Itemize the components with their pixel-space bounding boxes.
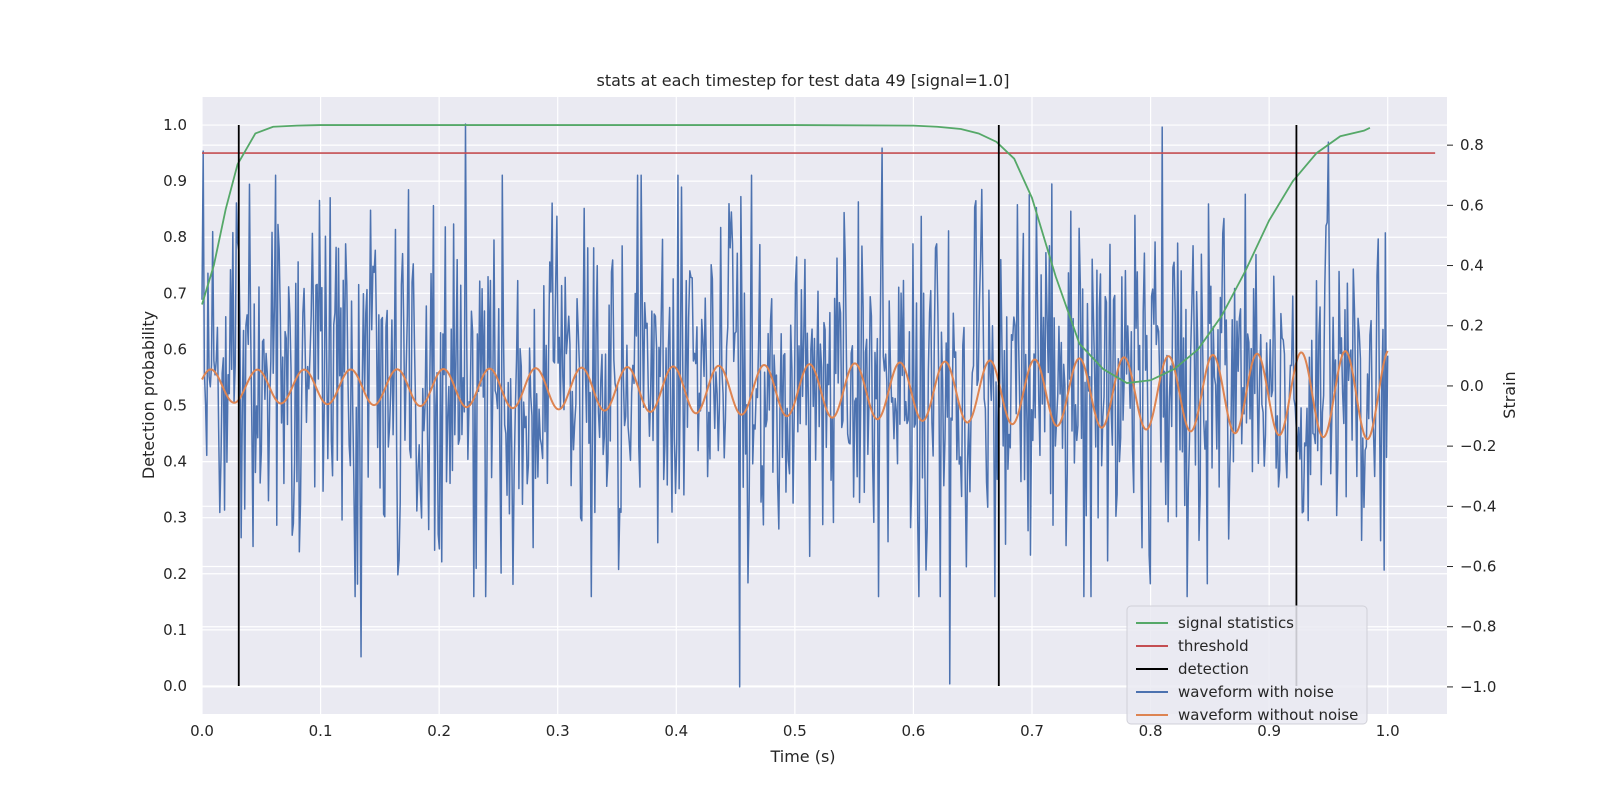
signal-statistics-line xyxy=(201,124,1371,384)
y-left-axis-ticks: 0.0 0.1 0.2 0.3 0.4 0.5 0.6 0.7 0.8 0.9 1.0 xyxy=(163,116,187,695)
series-waveform-with-noise xyxy=(201,123,1389,688)
x-tick-label: 0.7 xyxy=(1020,722,1044,740)
legend-label: threshold xyxy=(1178,637,1249,655)
y-right-axis-ticks: −1.0 −0.8 −0.6 −0.4 −0.2 0.0 0.2 0.4 0.6 0.8 xyxy=(1447,136,1496,696)
y-right-tick-label: 0.0 xyxy=(1460,377,1484,395)
legend-label: waveform with noise xyxy=(1178,683,1334,701)
waveform-without-noise-line xyxy=(201,350,1389,441)
x-tick-label: 0.6 xyxy=(901,722,925,740)
x-tick-label: 0.9 xyxy=(1257,722,1281,740)
legend-label: signal statistics xyxy=(1178,614,1294,632)
y-right-tick-label: 0.8 xyxy=(1460,136,1484,154)
x-tick-label: 1.0 xyxy=(1376,722,1400,740)
y-right-tick-label: 0.6 xyxy=(1460,196,1484,214)
x-axis-ticks: 0.0 0.1 0.2 0.3 0.4 0.5 0.6 0.7 0.8 0.9 1.0 xyxy=(190,722,1400,740)
waveform-with-noise-line xyxy=(201,123,1389,688)
y-left-tick-label: 0.2 xyxy=(163,565,187,583)
chart-title: stats at each timestep for test data 49 … xyxy=(597,71,1010,90)
y-right-tick-label: −0.8 xyxy=(1460,618,1496,636)
y-left-tick-label: 1.0 xyxy=(163,116,187,134)
y-left-tick-label: 0.4 xyxy=(163,453,187,471)
y-left-tick-label: 0.9 xyxy=(163,172,187,190)
y-left-tick-label: 0.7 xyxy=(163,284,187,302)
legend-label: waveform without noise xyxy=(1178,706,1358,724)
y-right-tick-label: −0.2 xyxy=(1460,437,1496,455)
series-waveform-without-noise xyxy=(201,350,1389,441)
x-tick-label: 0.1 xyxy=(309,722,333,740)
y-left-tick-label: 0.6 xyxy=(163,340,187,358)
series-detection xyxy=(237,125,1298,686)
x-tick-label: 0.8 xyxy=(1139,722,1163,740)
y-left-tick-label: 0.0 xyxy=(163,677,187,695)
y-left-tick-label: 0.8 xyxy=(163,228,187,246)
y-left-tick-label: 0.5 xyxy=(163,397,187,415)
x-tick-label: 0.0 xyxy=(190,722,214,740)
legend-frame xyxy=(1126,605,1368,725)
y-left-tick-label: 0.1 xyxy=(163,621,187,639)
y-left-tick-label: 0.3 xyxy=(163,509,187,527)
y-right-tick-label: 0.2 xyxy=(1460,317,1484,335)
legend-label: detection xyxy=(1178,660,1249,678)
y-left-axis-label: Detection probability xyxy=(139,311,158,479)
legend: signal statistics threshold detection wavef… xyxy=(1126,605,1368,725)
series-signal-statistics xyxy=(201,124,1371,384)
y-right-tick-label: −1.0 xyxy=(1460,678,1496,696)
x-axis-label: Time (s) xyxy=(769,747,835,766)
x-tick-label: 0.5 xyxy=(783,722,807,740)
y-right-tick-label: −0.6 xyxy=(1460,558,1496,576)
x-tick-label: 0.3 xyxy=(546,722,570,740)
y-right-axis-label: Strain xyxy=(1500,371,1519,418)
y-right-tick-label: −0.4 xyxy=(1460,497,1496,515)
y-right-tick-label: 0.4 xyxy=(1460,257,1484,275)
x-tick-label: 0.2 xyxy=(427,722,451,740)
x-tick-label: 0.4 xyxy=(664,722,688,740)
